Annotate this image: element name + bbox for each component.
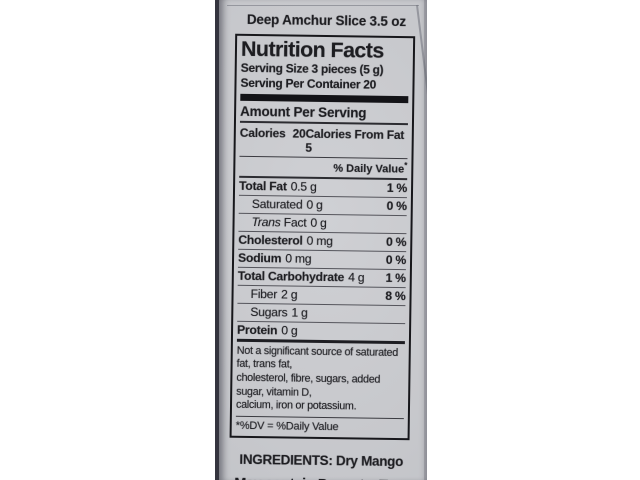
photo-right-edge <box>424 0 427 480</box>
label-outer-border-top <box>227 5 419 6</box>
servings-per-container-line: Serving Per Container 20 <box>240 76 377 92</box>
daily-value-percent: 1 % <box>386 181 408 196</box>
daily-value-header: % Daily Value* <box>239 157 408 181</box>
daily-value-percent: 8 % <box>385 289 406 304</box>
nutrient-label: Saturated 0 g <box>251 197 323 213</box>
daily-value-definition-note: *%DV = %Daily Value <box>235 419 339 434</box>
nutrient-label: Sodium 0 mg <box>237 251 312 267</box>
footnote-line: cholesterol, fibre, sugars, added sugar,… <box>236 371 381 399</box>
daily-value-percent: 0 % <box>386 199 407 214</box>
nutrient-amount: 4 g <box>348 270 365 285</box>
nutrition-facts-title: Nutrition Facts <box>240 36 384 63</box>
nutrient-amount: 0 g <box>281 323 298 339</box>
calories-left: Calories 20 <box>240 126 306 155</box>
footnote-line: Not a significant source of saturated fa… <box>236 344 399 372</box>
nutrient-label: Trans Fact 0 g <box>251 215 327 231</box>
trans-italic-label: Trans <box>251 215 281 230</box>
nutrient-amount: 0.5 g <box>290 179 317 195</box>
allergen-line: May contain Peanuts, Tree Nuts, Soy, <box>219 473 423 480</box>
product-title: Deep Amchur Slice 3.5 oz <box>246 11 406 30</box>
nutrient-label: Cholesterol 0 mg <box>238 233 333 249</box>
daily-value-asterisk: * <box>404 161 408 171</box>
amount-per-serving-heading: Amount Per Serving <box>239 101 409 126</box>
daily-value-header-text: % Daily Value <box>333 162 405 176</box>
nutrient-amount: 0 mg <box>306 234 333 249</box>
not-significant-source-footnote: Not a significant source of saturated fa… <box>235 341 405 419</box>
ingredients-line: INGREDIENTS: Dry Mango <box>239 451 404 469</box>
nutrient-label: Total Fat 0.5 g <box>238 179 317 195</box>
footnote-line: calcium, iron or potassium. <box>235 399 357 413</box>
nutrient-row-cholesterol: Cholesterol 0 mg 0 % <box>238 231 407 253</box>
product-label-photo: Deep Amchur Slice 3.5 oz Nutrition Facts… <box>215 0 427 480</box>
nutrient-amount: 0 g <box>306 198 323 213</box>
calories-row: Calories 20 Calories From Fat 5 <box>239 123 408 160</box>
nutrient-row-trans: Trans Fact 0 g <box>238 213 407 235</box>
nutrient-label: Total Carbohydrate 4 g <box>237 269 365 285</box>
calories-label: Calories <box>239 126 286 141</box>
label-content: Deep Amchur Slice 3.5 oz Nutrition Facts… <box>219 0 427 480</box>
nutrient-label: Protein 0 g <box>236 323 298 339</box>
daily-value-percent: 0 % <box>385 235 407 250</box>
calories-from-fat: Calories From Fat 5 <box>305 126 405 156</box>
daily-value-percent: 0 % <box>385 253 407 268</box>
allergen-statement: May contain Peanuts, Tree Nuts, Soy, Whe… <box>219 473 423 480</box>
nutrient-amount: 2 g <box>280 287 298 302</box>
nutrient-row-saturated: Saturated 0 g 0 % <box>238 195 407 217</box>
nutrient-amount: 0 mg <box>285 251 312 267</box>
nutrient-amount: 1 g <box>291 305 308 321</box>
nutrient-row-sugars: Sugars 1 g <box>237 303 406 325</box>
nutrient-row-sodium: Sodium 0 mg 0 % <box>237 249 407 271</box>
nutrient-row-fiber: Fiber 2 g 8 % <box>237 285 406 307</box>
nutrient-row-total-carbohydrate: Total Carbohydrate 4 g 1 % <box>237 267 406 289</box>
nutrient-row-total-fat: Total Fat 0.5 g 1 % <box>238 177 408 199</box>
nutrient-label: Sugars 1 g <box>250 305 308 321</box>
nutrient-label: Fiber 2 g <box>250 287 298 302</box>
nutrition-facts-panel: Nutrition Facts Serving Size 3 pieces (5… <box>229 33 416 441</box>
calories-value: 20 <box>292 126 306 141</box>
daily-value-percent: 1 % <box>385 271 406 286</box>
nutrient-amount: 0 g <box>310 216 327 231</box>
